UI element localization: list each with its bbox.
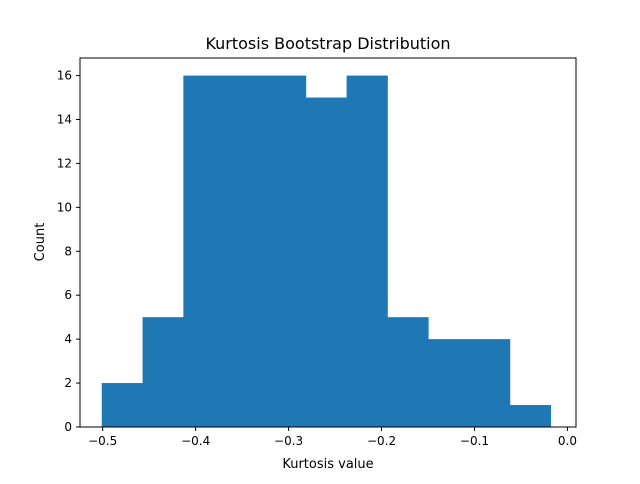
chart-title: Kurtosis Bootstrap Distribution (205, 34, 450, 53)
x-tick-label: −0.5 (88, 434, 117, 448)
bars-layer (101, 75, 552, 427)
y-axis-label: Count (33, 223, 48, 262)
y-tick-label: 2 (64, 376, 72, 390)
x-tick-label: −0.1 (460, 434, 489, 448)
histogram-bar (509, 405, 552, 427)
x-tick-label: −0.3 (274, 434, 303, 448)
x-axis-label: Kurtosis value (282, 457, 373, 472)
histogram-bar (224, 75, 266, 427)
y-tick-label: 8 (64, 244, 72, 258)
y-tick-label: 14 (57, 113, 72, 127)
histogram-bar (142, 317, 184, 427)
y-tick-label: 12 (57, 156, 72, 170)
y-tick-label: 0 (64, 420, 72, 434)
histogram-bar (305, 97, 347, 427)
x-tick-label: −0.2 (367, 434, 396, 448)
y-tick-label: 16 (57, 69, 72, 83)
histogram-bar (346, 75, 388, 427)
y-tick-label: 10 (57, 200, 72, 214)
x-tick-label: −0.4 (181, 434, 210, 448)
x-tick-label: 0.0 (558, 434, 577, 448)
histogram-bar (428, 339, 470, 427)
histogram-bar (387, 317, 429, 427)
plot-frame (79, 57, 577, 428)
y-tick-label: 6 (64, 288, 72, 302)
histogram-bar (183, 75, 225, 427)
axes-layer: −0.5 −0.4 −0.3 −0.2 −0.1 0.0 0 2 4 6 8 10 12 14 16 (57, 57, 577, 448)
histogram-bar (264, 75, 307, 427)
histogram-bar (469, 339, 511, 427)
y-tick-label: 4 (64, 332, 72, 346)
histogram-bar (101, 383, 143, 427)
